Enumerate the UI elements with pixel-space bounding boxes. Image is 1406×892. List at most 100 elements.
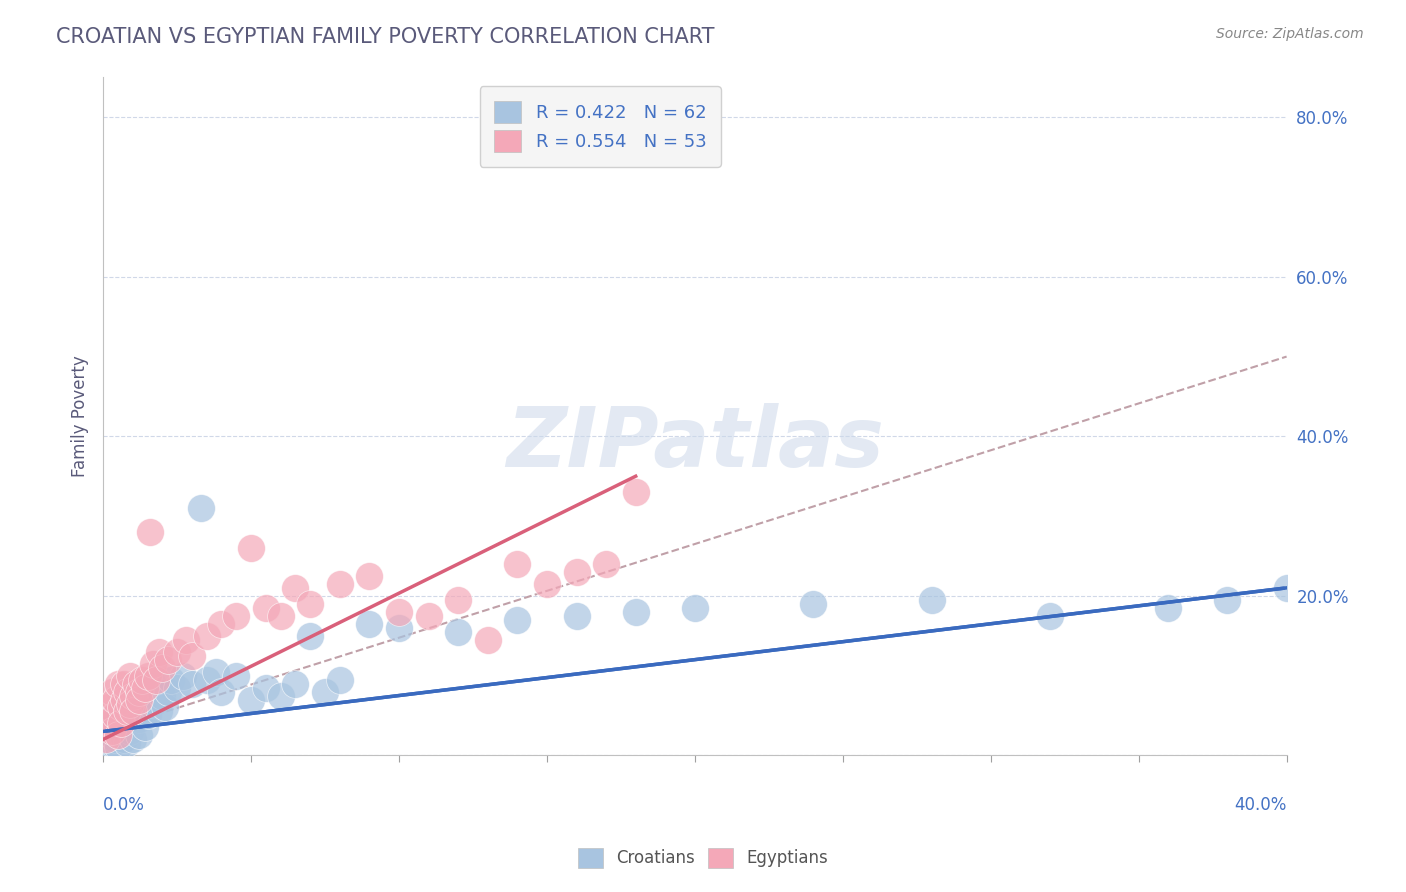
Point: [98, 724, 121, 739]
Point: [240, 692, 263, 706]
Point: [801, 597, 824, 611]
Point: [211, 616, 233, 631]
Point: [112, 732, 135, 747]
Point: [121, 705, 143, 719]
Legend: R = 0.422   N = 62, R = 0.554   N = 53: R = 0.422 N = 62, R = 0.554 N = 53: [479, 87, 721, 167]
Point: [115, 736, 138, 750]
Point: [388, 605, 411, 619]
Point: [101, 684, 124, 698]
Legend: Croatians, Egyptians: Croatians, Egyptians: [571, 841, 835, 875]
Point: [211, 684, 233, 698]
Point: [1216, 592, 1239, 607]
Point: [139, 697, 162, 711]
Text: CROATIAN VS EGYPTIAN FAMILY POVERTY CORRELATION CHART: CROATIAN VS EGYPTIAN FAMILY POVERTY CORR…: [56, 27, 714, 46]
Point: [683, 600, 706, 615]
Point: [134, 721, 156, 735]
Point: [112, 676, 135, 690]
Point: [98, 740, 121, 755]
Point: [148, 645, 170, 659]
Point: [110, 700, 132, 714]
Point: [624, 485, 647, 500]
Point: [299, 597, 322, 611]
Point: [624, 605, 647, 619]
Point: [107, 728, 129, 742]
Point: [299, 629, 322, 643]
Point: [359, 569, 381, 583]
Point: [131, 673, 153, 687]
Point: [284, 676, 307, 690]
Point: [104, 692, 127, 706]
Point: [174, 632, 197, 647]
Point: [240, 541, 263, 555]
Point: [131, 700, 153, 714]
Point: [1039, 608, 1062, 623]
Point: [145, 673, 167, 687]
Point: [536, 577, 558, 591]
Point: [124, 705, 146, 719]
Point: [329, 673, 352, 687]
Text: 0.0%: 0.0%: [103, 796, 145, 814]
Point: [254, 600, 277, 615]
Point: [139, 524, 162, 539]
Point: [128, 684, 150, 698]
Point: [128, 713, 150, 727]
Point: [565, 565, 588, 579]
Point: [225, 608, 247, 623]
Point: [110, 716, 132, 731]
Point: [195, 673, 218, 687]
Point: [314, 684, 336, 698]
Point: [121, 689, 143, 703]
Point: [418, 608, 440, 623]
Point: [148, 705, 170, 719]
Point: [104, 732, 127, 747]
Point: [180, 676, 202, 690]
Point: [112, 716, 135, 731]
Point: [172, 668, 194, 682]
Point: [94, 732, 117, 747]
Point: [121, 732, 143, 747]
Point: [388, 621, 411, 635]
Point: [142, 657, 165, 671]
Point: [506, 557, 529, 571]
Point: [150, 660, 173, 674]
Point: [94, 732, 117, 747]
Point: [145, 692, 167, 706]
Point: [112, 692, 135, 706]
Point: [118, 724, 141, 739]
Point: [225, 668, 247, 682]
Point: [595, 557, 617, 571]
Point: [134, 681, 156, 695]
Point: [155, 700, 177, 714]
Point: [101, 724, 124, 739]
Point: [107, 740, 129, 755]
Point: [124, 676, 146, 690]
Point: [270, 689, 292, 703]
Point: [150, 689, 173, 703]
Point: [136, 684, 159, 698]
Point: [204, 665, 226, 679]
Point: [1275, 581, 1298, 595]
Point: [128, 692, 150, 706]
Point: [157, 684, 180, 698]
Point: [136, 708, 159, 723]
Point: [110, 728, 132, 742]
Point: [477, 632, 499, 647]
Point: [270, 608, 292, 623]
Point: [101, 736, 124, 750]
Point: [447, 624, 470, 639]
Point: [118, 668, 141, 682]
Point: [160, 673, 183, 687]
Point: [447, 592, 470, 607]
Point: [115, 684, 138, 698]
Point: [118, 697, 141, 711]
Point: [98, 716, 121, 731]
Point: [157, 653, 180, 667]
Point: [166, 645, 188, 659]
Point: [128, 728, 150, 742]
Point: [115, 705, 138, 719]
Point: [136, 668, 159, 682]
Text: ZIPatlas: ZIPatlas: [506, 403, 884, 484]
Point: [359, 616, 381, 631]
Point: [506, 613, 529, 627]
Point: [166, 681, 188, 695]
